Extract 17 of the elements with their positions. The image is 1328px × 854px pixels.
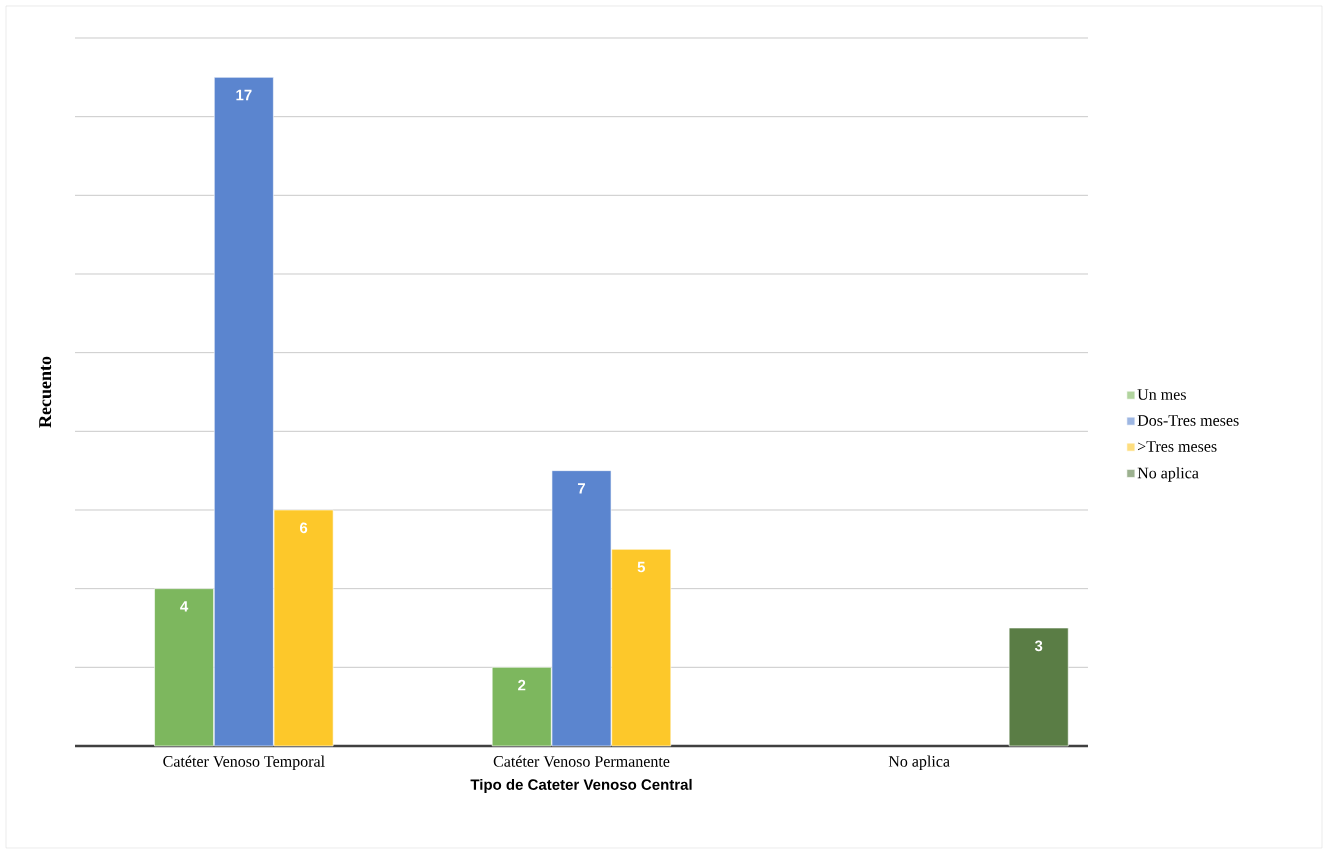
data-label: 4 <box>180 601 189 612</box>
x-axis-title: Tipo de Cateter Venoso Central <box>470 778 692 793</box>
data-label: 6 <box>299 522 308 534</box>
legend-label: Dos-Tres meses <box>1137 415 1239 426</box>
legend-label: Un mes <box>1137 389 1186 400</box>
y-axis-title: Recuento <box>39 356 52 428</box>
bar <box>1008 627 1069 747</box>
data-label: 5 <box>637 561 646 573</box>
data-label: 2 <box>518 679 526 691</box>
data-label: 7 <box>577 483 586 494</box>
x-tick-label: Catéter Venoso Temporal <box>163 755 325 771</box>
data-label: 17 <box>236 89 252 101</box>
legend-label: No aplica <box>1137 467 1199 482</box>
legend-label: >Tres meses <box>1137 441 1217 452</box>
data-label: 3 <box>1034 640 1043 652</box>
x-tick-label: No aplica <box>888 755 950 771</box>
x-tick-label: Catéter Venoso Permanente <box>493 755 670 767</box>
